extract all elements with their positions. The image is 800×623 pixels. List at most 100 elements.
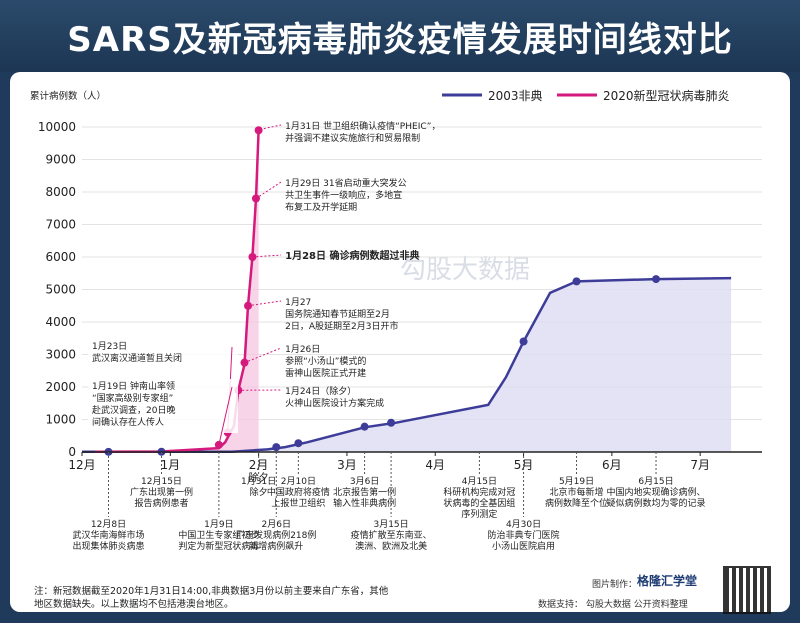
annotation-text: 并强调不建议实施旅行和贸易限制 xyxy=(285,132,420,144)
footnote: 注：新冠数据截至2020年1月31日14:00,非典数据3月份以前主要来自广东省… xyxy=(34,586,389,610)
annotation-text: 广东发现病例218例 xyxy=(236,529,316,541)
x-tick-label: 7月 xyxy=(690,458,710,472)
annotation-text: 判定为新型冠状病毒 xyxy=(178,540,259,552)
sars-point xyxy=(294,439,303,448)
annotation-text: 5月19日 xyxy=(559,476,594,487)
x-tick-label: 4月 xyxy=(425,458,445,472)
ncov-point xyxy=(254,126,263,135)
ncov-area xyxy=(95,130,259,453)
sars-point xyxy=(572,277,581,286)
x-tick-label: 1月 xyxy=(160,458,180,472)
annotation-text: 3月15日 xyxy=(373,519,408,530)
annotation-text: 6月15日 xyxy=(638,476,673,487)
y-tick-label: 10000 xyxy=(38,120,76,134)
brand-logo: 格隆汇学堂 xyxy=(637,574,698,588)
y-tick-label: 5000 xyxy=(45,283,76,297)
annotation-text: 2月6日 xyxy=(262,519,291,530)
annotation-text: 科研机构完成对冠 xyxy=(443,486,515,498)
annotation-leader xyxy=(244,347,282,364)
annotation-text: 1月31日 世卫组织确认疫情“PHEIC”， xyxy=(285,120,440,132)
annotation-text: 上报世卫组织 xyxy=(271,497,325,509)
annotation-leader xyxy=(252,254,282,258)
sars-point xyxy=(272,443,281,452)
title-banner xyxy=(0,0,800,72)
page-title: SARS及新冠病毒肺炎疫情发展时间线对比 xyxy=(67,20,733,60)
x-tick-label: 12月 xyxy=(68,458,95,472)
annotation-text: 出现集体肺炎病患 xyxy=(72,540,144,552)
annotation-text: 1月28日 确诊病例数超过非典 xyxy=(285,249,419,262)
annotation-text: 布复工及开学延期 xyxy=(285,201,357,213)
y-tick-label: 3000 xyxy=(45,348,76,362)
y-tick-label: 1000 xyxy=(45,413,76,427)
annotation-text: 1月9日 xyxy=(204,519,233,530)
annotation-leader xyxy=(218,386,233,445)
annotation-text: 间确认存在人传人 xyxy=(92,416,164,428)
legend-sars-label: 2003非典 xyxy=(488,89,543,103)
annotation-text: 12月15日 xyxy=(141,476,182,487)
annotation-text: 参照“小汤山”模式的 xyxy=(285,355,366,367)
y-tick-label: 6000 xyxy=(45,250,76,264)
annotation-box xyxy=(88,379,238,433)
sars-area xyxy=(82,278,732,452)
annotation-text: 序列测定 xyxy=(461,508,497,520)
annotation-text: 北京市每新增 xyxy=(550,486,604,498)
annotation-text: 疑似病例数均为零的记录 xyxy=(607,497,706,509)
annotation-text: 广东出现第一例 xyxy=(130,486,193,498)
annotation-text: “国家高级别专家组” xyxy=(92,392,173,404)
annotation-text: 2日，A股延期至2月3日开市 xyxy=(285,320,398,332)
annotation-text: 共卫生事件一级响应，多地宣 xyxy=(285,189,402,201)
y-tick-label: 0 xyxy=(68,445,76,459)
annotation-text: 病例数降至个位 xyxy=(545,497,608,509)
annotation-text: 1月23日 xyxy=(92,341,127,352)
y-tick-label: 2000 xyxy=(45,380,76,394)
annotation-leader xyxy=(255,124,282,131)
x-tick-label: 3月 xyxy=(337,458,357,472)
annotation-text: 2月10日 xyxy=(281,476,316,487)
annotation-text: 北京报告第一例 xyxy=(333,486,396,498)
maker-label: 图片制作： xyxy=(592,580,638,590)
y-tick-label: 7000 xyxy=(45,218,76,232)
annotation-text: 中国内地实现确诊病例、 xyxy=(607,486,706,498)
annotation-text: 小汤山医院启用 xyxy=(492,540,555,552)
y-tick-label: 9000 xyxy=(45,153,76,167)
annotation-text: 1月19日 钟南山率领 xyxy=(92,380,175,392)
annotation-text: 武汉华南海鲜市场 xyxy=(72,529,144,541)
annotation-text: 武汉离汉通道暂且关闭 xyxy=(92,352,182,364)
annotation-text: 国务院通知春节延期至2月 xyxy=(285,308,390,320)
x-tick-label: 6月 xyxy=(602,458,622,472)
annotation-text: 赴武汉调查，20日晚 xyxy=(92,404,175,416)
annotation-text: 3月6日 xyxy=(350,476,379,487)
annotation-leader xyxy=(255,181,282,199)
y-axis-label: 累计病例数（人） xyxy=(30,90,106,102)
annotation-text: 状病毒的全基因组 xyxy=(443,497,515,509)
annotation-text: 报告病例患者 xyxy=(134,497,188,509)
timeline-chart: 累计病例数（人） 勾股大数据 2003非典 2020新型冠状病毒肺炎 0 1000… xyxy=(30,88,762,552)
y-tick-label: 4000 xyxy=(45,315,76,329)
watermark: 勾股大数据 xyxy=(400,255,530,285)
annotation-text: 1月31日 xyxy=(241,476,276,487)
annotation-box xyxy=(88,339,238,369)
x-tick-note: 除夕 xyxy=(249,471,269,484)
annotation-text: 防治非典专门医院 xyxy=(488,529,560,541)
annotation-text: 1月27 xyxy=(285,297,311,308)
annotation-text: 12月8日 xyxy=(91,519,126,530)
sars-point xyxy=(360,422,369,431)
sars-point xyxy=(519,337,528,346)
sars-point xyxy=(387,418,396,427)
sars-point xyxy=(652,275,661,284)
y-tick-label: 8000 xyxy=(45,185,76,199)
annotation-text: 4月30日 xyxy=(506,519,541,530)
annotation-text: 4月15日 xyxy=(462,476,497,487)
annotation-text: 新增病例飙升 xyxy=(249,540,303,552)
legend-ncov-label: 2020新型冠状病毒肺炎 xyxy=(603,88,730,103)
legend: 2003非典 2020新型冠状病毒肺炎 xyxy=(442,88,730,103)
annotation-text: 澳洲、欧洲及北美 xyxy=(355,540,427,552)
annotation-text: 中国政府将疫情 xyxy=(267,486,330,498)
annotation-leader xyxy=(247,300,282,307)
annotation-text: 1月26日 xyxy=(285,344,320,355)
annotation-text: 中国卫生专家组初步 xyxy=(178,529,259,541)
sars-line xyxy=(81,276,732,454)
annotation-text: 1月29日 31省启动重大突发公 xyxy=(285,177,407,189)
qr-code[interactable] xyxy=(723,566,771,614)
annotation-text: 火神山医院设计方案完成 xyxy=(285,397,384,409)
